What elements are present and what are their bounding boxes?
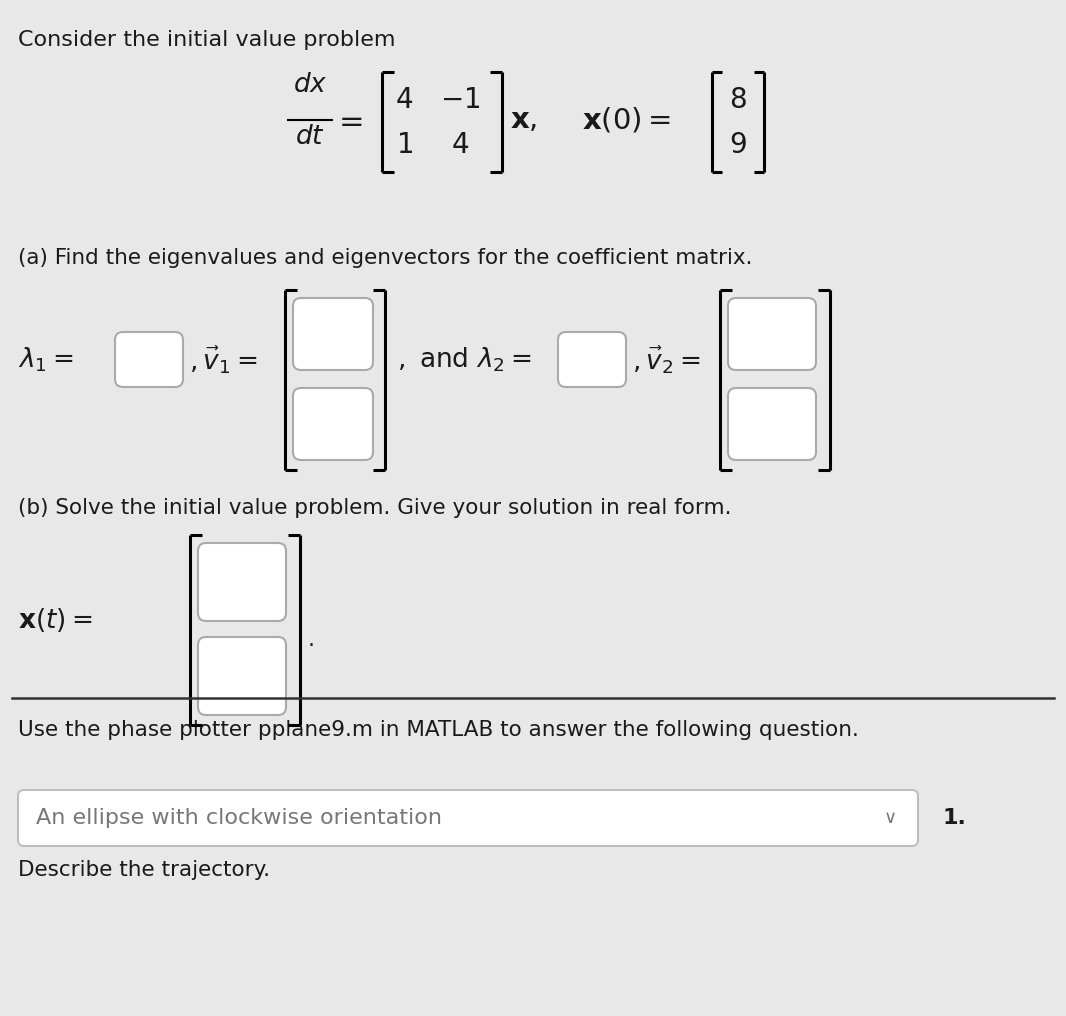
- Text: $-1$: $-1$: [440, 86, 480, 114]
- FancyBboxPatch shape: [293, 388, 373, 460]
- Text: $1$: $1$: [395, 131, 413, 158]
- FancyBboxPatch shape: [728, 298, 815, 370]
- Text: $9$: $9$: [729, 131, 747, 158]
- Text: $\mathbf{x}(0) =$: $\mathbf{x}(0) =$: [582, 106, 672, 134]
- FancyBboxPatch shape: [18, 790, 918, 846]
- Text: $, \vec{v}_2 =$: $, \vec{v}_2 =$: [632, 344, 700, 376]
- Text: 1.: 1.: [942, 808, 966, 828]
- FancyBboxPatch shape: [728, 388, 815, 460]
- Text: ∨: ∨: [884, 809, 897, 827]
- Text: Describe the trajectory.: Describe the trajectory.: [18, 860, 270, 880]
- Text: Consider the initial value problem: Consider the initial value problem: [18, 30, 395, 50]
- Text: $4$: $4$: [394, 86, 413, 114]
- FancyBboxPatch shape: [198, 637, 286, 715]
- Text: $dx$: $dx$: [293, 72, 327, 98]
- Text: $4$: $4$: [451, 131, 469, 158]
- Text: $\mathbf{x},$: $\mathbf{x},$: [510, 106, 537, 134]
- Text: $\lambda_1 =$: $\lambda_1 =$: [18, 345, 74, 374]
- Text: An ellipse with clockwise orientation: An ellipse with clockwise orientation: [36, 808, 442, 828]
- FancyBboxPatch shape: [558, 332, 626, 387]
- Text: $=$: $=$: [333, 106, 364, 134]
- Text: $\mathbf{x}(t) =$: $\mathbf{x}(t) =$: [18, 606, 93, 634]
- Text: (b) Solve the initial value problem. Give your solution in real form.: (b) Solve the initial value problem. Giv…: [18, 498, 731, 518]
- Text: $8$: $8$: [729, 86, 747, 114]
- FancyBboxPatch shape: [115, 332, 183, 387]
- Text: (a) Find the eigenvalues and eigenvectors for the coefficient matrix.: (a) Find the eigenvalues and eigenvector…: [18, 248, 753, 268]
- FancyBboxPatch shape: [293, 298, 373, 370]
- Text: Use the phase plotter pplane9.m in MATLAB to answer the following question.: Use the phase plotter pplane9.m in MATLA…: [18, 720, 859, 740]
- Text: $,\ \text{and}\ \lambda_2 =$: $,\ \text{and}\ \lambda_2 =$: [397, 345, 532, 374]
- Text: .: .: [308, 630, 314, 650]
- Text: $, \vec{v}_1 =$: $, \vec{v}_1 =$: [189, 344, 257, 376]
- FancyBboxPatch shape: [198, 543, 286, 621]
- Text: $dt$: $dt$: [295, 124, 325, 150]
